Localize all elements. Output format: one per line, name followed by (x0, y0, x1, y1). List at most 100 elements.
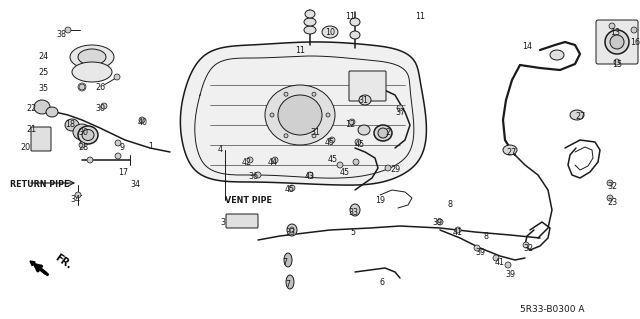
Text: 45: 45 (285, 185, 295, 194)
Text: 30: 30 (78, 128, 88, 137)
Ellipse shape (78, 126, 98, 144)
Text: 39: 39 (475, 248, 485, 257)
Text: 8: 8 (448, 200, 453, 209)
Ellipse shape (46, 107, 58, 117)
Ellipse shape (378, 128, 388, 138)
Ellipse shape (305, 10, 315, 18)
Text: 11: 11 (345, 12, 355, 21)
Text: 31: 31 (358, 96, 368, 105)
Ellipse shape (73, 124, 91, 140)
Text: 39: 39 (432, 218, 442, 227)
Text: 30: 30 (95, 104, 105, 113)
Text: 19: 19 (375, 196, 385, 205)
Text: 15: 15 (612, 60, 622, 69)
Text: 41: 41 (495, 258, 505, 267)
Ellipse shape (385, 165, 391, 171)
Ellipse shape (326, 113, 330, 117)
Text: 34: 34 (70, 195, 80, 204)
Ellipse shape (374, 125, 392, 141)
Ellipse shape (350, 31, 360, 39)
Ellipse shape (114, 74, 120, 80)
Ellipse shape (523, 242, 529, 248)
Ellipse shape (355, 139, 361, 145)
Ellipse shape (286, 275, 294, 289)
Ellipse shape (247, 157, 253, 163)
Ellipse shape (284, 253, 292, 267)
Text: 39: 39 (505, 270, 515, 279)
Ellipse shape (82, 130, 94, 140)
Text: 2: 2 (385, 128, 390, 137)
Text: 7: 7 (282, 258, 287, 267)
Text: 45: 45 (328, 155, 338, 164)
Text: 12: 12 (345, 120, 355, 129)
Ellipse shape (503, 145, 517, 155)
Text: 27: 27 (575, 112, 585, 121)
Ellipse shape (34, 100, 50, 114)
Text: 18: 18 (65, 120, 75, 129)
Ellipse shape (350, 18, 360, 26)
FancyBboxPatch shape (349, 71, 386, 101)
Ellipse shape (550, 50, 564, 60)
Text: 5: 5 (350, 228, 355, 237)
Text: 26: 26 (95, 83, 105, 92)
Ellipse shape (79, 142, 85, 148)
Ellipse shape (65, 119, 79, 131)
Text: 10: 10 (325, 28, 335, 37)
Text: 29: 29 (390, 165, 400, 174)
Ellipse shape (359, 95, 371, 105)
Ellipse shape (493, 255, 499, 261)
Ellipse shape (72, 62, 112, 82)
Text: 21: 21 (26, 125, 36, 134)
Text: 27: 27 (506, 148, 516, 157)
Text: 44: 44 (268, 158, 278, 167)
Ellipse shape (289, 185, 295, 191)
Ellipse shape (337, 162, 343, 168)
Text: 43: 43 (305, 172, 315, 181)
Text: 31: 31 (310, 128, 320, 137)
FancyBboxPatch shape (596, 20, 638, 64)
Ellipse shape (455, 227, 461, 233)
Ellipse shape (255, 172, 261, 178)
Text: 5R33-B0300 A: 5R33-B0300 A (520, 305, 584, 314)
Ellipse shape (304, 26, 316, 34)
Text: 34: 34 (130, 180, 140, 189)
Text: 11: 11 (295, 46, 305, 55)
Ellipse shape (284, 92, 288, 96)
Text: 33: 33 (348, 208, 358, 217)
Ellipse shape (270, 113, 274, 117)
Text: 37: 37 (395, 108, 405, 117)
Ellipse shape (631, 27, 637, 33)
Ellipse shape (397, 105, 403, 111)
Ellipse shape (312, 134, 316, 138)
Ellipse shape (505, 262, 511, 268)
Ellipse shape (272, 157, 278, 163)
Ellipse shape (353, 159, 359, 165)
Ellipse shape (312, 92, 316, 96)
Text: VENT PIPE: VENT PIPE (225, 196, 272, 205)
Text: 36: 36 (248, 172, 258, 181)
Text: 9: 9 (120, 143, 125, 152)
Text: 38: 38 (56, 30, 66, 39)
Text: 17: 17 (118, 168, 128, 177)
Text: 32: 32 (607, 182, 617, 191)
Text: 4: 4 (218, 145, 223, 154)
Ellipse shape (570, 110, 584, 120)
Ellipse shape (115, 153, 121, 159)
Ellipse shape (350, 204, 360, 216)
Text: 32: 32 (523, 244, 533, 253)
Ellipse shape (607, 180, 613, 186)
Ellipse shape (614, 59, 620, 65)
Text: 22: 22 (26, 104, 36, 113)
Ellipse shape (115, 140, 121, 146)
Text: 8: 8 (483, 232, 488, 241)
Ellipse shape (307, 172, 313, 178)
Text: 35: 35 (38, 84, 48, 93)
Ellipse shape (101, 103, 107, 109)
Ellipse shape (474, 245, 480, 251)
FancyBboxPatch shape (31, 127, 51, 151)
Polygon shape (180, 42, 426, 185)
Ellipse shape (605, 30, 629, 54)
Text: 45: 45 (325, 138, 335, 147)
Ellipse shape (304, 18, 316, 26)
Ellipse shape (287, 224, 297, 236)
